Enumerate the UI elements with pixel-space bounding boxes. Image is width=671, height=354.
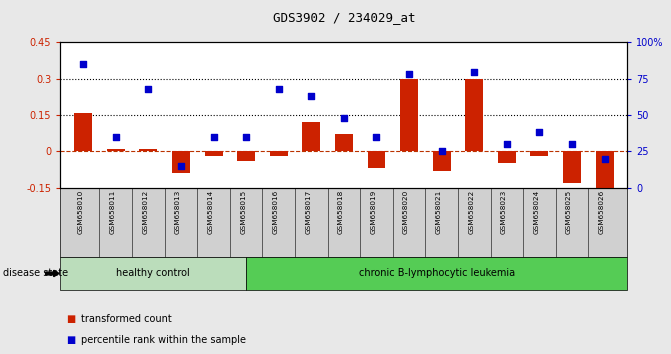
Bar <box>303 122 320 152</box>
Point <box>534 130 545 135</box>
Text: GSM658024: GSM658024 <box>533 189 539 234</box>
Bar <box>270 152 288 156</box>
Point <box>111 134 121 139</box>
Text: GSM658021: GSM658021 <box>435 189 442 234</box>
Point <box>143 86 154 92</box>
Text: GSM658011: GSM658011 <box>110 189 116 234</box>
Point <box>339 115 350 121</box>
Bar <box>498 152 516 164</box>
Bar <box>596 152 613 195</box>
Bar <box>400 79 418 152</box>
Text: percentile rank within the sample: percentile rank within the sample <box>81 335 246 345</box>
Text: GSM658012: GSM658012 <box>142 189 148 234</box>
Text: ■: ■ <box>66 314 75 324</box>
Bar <box>563 152 581 183</box>
Point <box>371 134 382 139</box>
Text: GSM658025: GSM658025 <box>566 189 572 234</box>
Text: GSM658026: GSM658026 <box>599 189 605 234</box>
Text: chronic B-lymphocytic leukemia: chronic B-lymphocytic leukemia <box>359 268 515 279</box>
Point <box>176 163 187 169</box>
Text: GSM658019: GSM658019 <box>370 189 376 234</box>
Point <box>208 134 219 139</box>
Text: transformed count: transformed count <box>81 314 171 324</box>
Text: GDS3902 / 234029_at: GDS3902 / 234029_at <box>272 11 415 24</box>
Point <box>469 69 480 74</box>
Bar <box>237 152 255 161</box>
Text: ■: ■ <box>66 335 75 345</box>
Text: GSM658013: GSM658013 <box>175 189 181 234</box>
Text: disease state: disease state <box>3 268 68 279</box>
Bar <box>107 149 125 152</box>
Bar <box>205 152 223 156</box>
Text: GSM658015: GSM658015 <box>240 189 246 234</box>
Bar <box>465 79 483 152</box>
Point <box>306 93 317 99</box>
Text: GSM658010: GSM658010 <box>77 189 83 234</box>
Text: GSM658022: GSM658022 <box>468 189 474 234</box>
Text: GSM658017: GSM658017 <box>305 189 311 234</box>
Text: GSM658018: GSM658018 <box>338 189 344 234</box>
Point <box>599 156 610 161</box>
Bar <box>368 152 385 168</box>
Point <box>273 86 284 92</box>
Point <box>501 141 512 147</box>
Point <box>404 72 415 77</box>
Text: healthy control: healthy control <box>116 268 190 279</box>
Bar <box>172 152 190 173</box>
Text: GSM658020: GSM658020 <box>403 189 409 234</box>
Bar <box>433 152 451 171</box>
Bar <box>74 113 92 152</box>
Text: GSM658023: GSM658023 <box>501 189 507 234</box>
Bar <box>531 152 548 156</box>
Point <box>78 62 89 67</box>
Point <box>566 141 577 147</box>
Bar <box>140 149 157 152</box>
Bar <box>335 135 353 152</box>
Point <box>241 134 252 139</box>
Point <box>436 149 447 154</box>
Text: GSM658014: GSM658014 <box>207 189 213 234</box>
Text: GSM658016: GSM658016 <box>272 189 278 234</box>
